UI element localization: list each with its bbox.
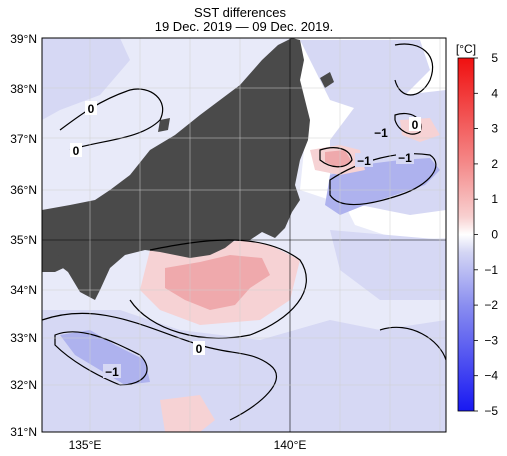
longitude-labels: 135°E 140°E xyxy=(69,438,307,452)
grid-lines xyxy=(42,38,446,432)
lat-label-31: 31°N xyxy=(10,425,37,439)
land-areas xyxy=(42,38,334,300)
colorbar-tick-label: 5 xyxy=(491,51,498,65)
contour-label-0-d: 0 xyxy=(196,342,203,356)
colorbar-tick-label: −2 xyxy=(484,298,498,312)
contour-label-m1-c: −1 xyxy=(398,151,412,165)
lat-label-38: 38°N xyxy=(10,82,37,96)
contour-label-0-b: 0 xyxy=(73,144,80,158)
map-title: SST differences xyxy=(194,5,287,20)
lat-label-37: 37°N xyxy=(10,132,37,146)
colorbar-tick-label: 2 xyxy=(491,157,498,171)
lat-label-34: 34°N xyxy=(10,283,37,297)
lon-label-140: 140°E xyxy=(274,438,307,452)
colorbar-tick-label: −4 xyxy=(484,369,498,383)
contour-label-m1-b: −1 xyxy=(357,154,371,168)
contour-label-m1-d: −1 xyxy=(105,365,119,379)
lat-label-35: 35°N xyxy=(10,233,37,247)
awaji-island xyxy=(42,255,70,272)
contour-label-0-c: 0 xyxy=(412,118,419,132)
colorbar-tick-label: 4 xyxy=(491,86,498,100)
lat-label-36: 36°N xyxy=(10,183,37,197)
contour-label-m1-a: −1 xyxy=(374,126,388,140)
colorbar-tick-label: 3 xyxy=(491,122,498,136)
colorbar-tick-label: −1 xyxy=(484,263,498,277)
sado-island xyxy=(320,72,334,88)
colorbar-ticks: 5 4 3 2 1 0 −1 −2 −3 −4 −5 xyxy=(474,51,498,418)
colorbar-tick-label: −5 xyxy=(484,404,498,418)
lon-label-135: 135°E xyxy=(69,438,102,452)
honshu-landmass xyxy=(42,38,310,300)
strong-warm-anomaly-areas xyxy=(165,150,352,310)
grid-lines-light xyxy=(42,38,446,432)
colorbar-unit: [°C] xyxy=(456,42,476,56)
noto-peninsula xyxy=(158,118,170,132)
colorbar-tick-label: 1 xyxy=(491,192,498,206)
lat-label-32: 32°N xyxy=(10,378,37,392)
latitude-labels: 39°N 38°N 37°N 36°N 35°N 34°N 33°N 32°N … xyxy=(10,32,37,439)
colorbar: [°C] 5 4 3 2 1 0 −1 −2 −3 −4 −5 xyxy=(456,42,498,418)
colorbar-tick-label: 0 xyxy=(491,228,498,242)
colorbar-tick-label: −3 xyxy=(484,333,498,347)
map-frame xyxy=(41,37,447,433)
colorbar-gradient xyxy=(457,57,475,412)
contour-labels: 0 0 0 0 −1 −1 −1 −1 xyxy=(70,101,421,379)
map-subtitle: 19 Dec. 2019 — 09 Dec. 2019. xyxy=(155,19,334,34)
minus-one-contours xyxy=(54,112,437,386)
lat-label-33: 33°N xyxy=(10,331,37,345)
lat-label-39: 39°N xyxy=(10,32,37,46)
map-panel: 0 0 0 0 −1 −1 −1 −1 xyxy=(41,37,447,433)
contour-label-0-a: 0 xyxy=(88,102,95,116)
